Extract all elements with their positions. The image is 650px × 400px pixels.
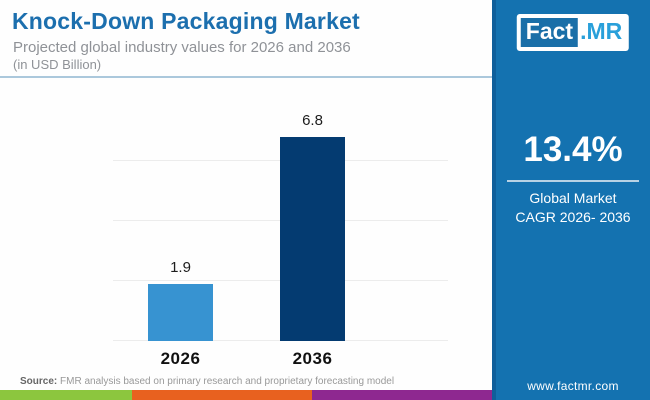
strip-segment-green: [0, 390, 132, 400]
website-url: www.factmr.com: [527, 379, 619, 393]
value-label-2036: 6.8: [302, 112, 323, 129]
page-title: Knock-Down Packaging Market: [12, 8, 360, 34]
factmr-logo: Fact .MR: [516, 14, 630, 52]
header-divider: [0, 76, 492, 78]
cagr-divider: [507, 180, 639, 182]
source-text: FMR analysis based on primary research a…: [57, 376, 395, 387]
category-label-2036: 2036: [292, 349, 333, 368]
strip-segment-orange: [132, 390, 312, 400]
bar-chart: 1.9 2026 6.8 2036: [113, 96, 448, 368]
source-label: Source:: [20, 376, 58, 387]
value-label-2026: 1.9: [170, 259, 191, 276]
cagr-label: Global Market CAGR 2026- 2036: [496, 189, 650, 227]
category-label-2026: 2026: [160, 349, 201, 368]
logo-mr-text: .MR: [580, 18, 623, 44]
source-line: Source: FMR analysis based on primary re…: [20, 376, 394, 387]
cagr-label-line2: CAGR 2026- 2036: [515, 209, 631, 225]
cagr-label-line1: Global Market: [529, 190, 617, 206]
bar-2036: [280, 137, 345, 341]
side-panel: Fact .MR 13.4% Global Market CAGR 2026- …: [492, 0, 650, 400]
cagr-value: 13.4%: [523, 130, 623, 169]
unit-note: (in USD Billion): [13, 57, 102, 72]
page-subtitle: Projected global industry values for 202…: [13, 39, 351, 56]
strip-segment-purple: [312, 390, 497, 400]
logo-fact-text: Fact: [520, 18, 579, 48]
bar-2026: [148, 284, 213, 341]
footer-color-strip: [0, 390, 497, 400]
